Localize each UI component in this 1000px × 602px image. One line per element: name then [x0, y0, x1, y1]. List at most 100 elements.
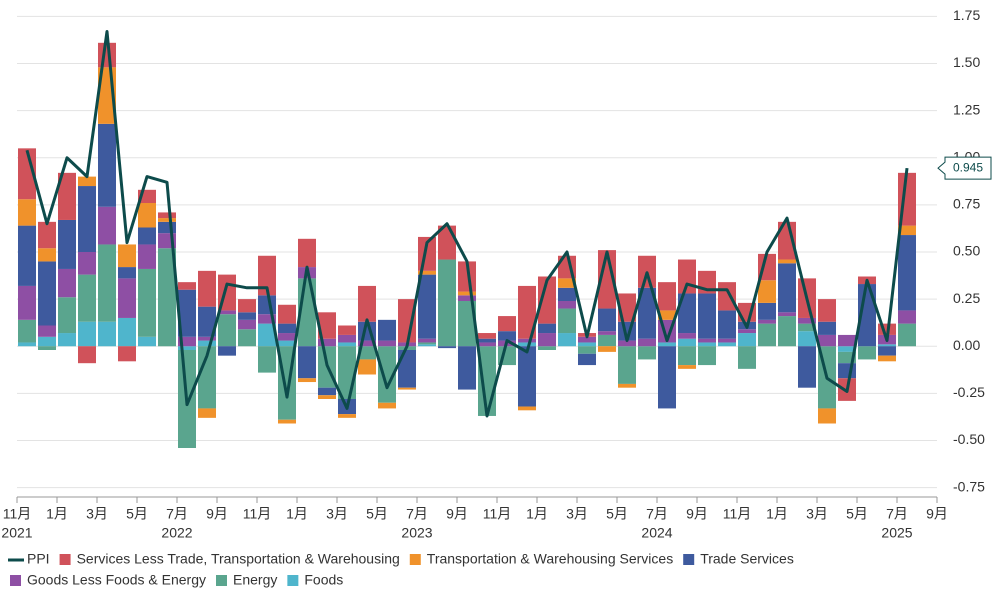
bar-segment: [378, 402, 396, 409]
bar-segment: [878, 355, 896, 362]
bar-segment: [58, 268, 76, 298]
bar-segment: [718, 310, 736, 339]
bar-segment: [418, 344, 436, 347]
bar-segment: [138, 203, 156, 228]
bar-segment: [598, 334, 616, 347]
bar-segment: [778, 263, 796, 313]
bar-segment: [898, 235, 916, 311]
bar-segment: [418, 338, 436, 343]
bar-segment: [238, 299, 256, 313]
x-year-label: 2022: [161, 525, 192, 541]
bar-segment: [338, 342, 356, 347]
bar-segment: [178, 289, 196, 337]
y-tick-label: 1.50: [953, 54, 980, 70]
bar-segment: [818, 408, 836, 424]
bar-segment: [518, 338, 536, 343]
bar-segment: [318, 387, 336, 396]
bar-segment: [558, 308, 576, 334]
x-tick-label: 7月: [886, 506, 908, 522]
bar-segment: [298, 346, 316, 379]
bar-segment: [458, 291, 476, 296]
bar-segment: [858, 346, 876, 360]
bar-segment: [278, 333, 296, 341]
bar-segment: [198, 340, 216, 347]
bar-segment: [598, 308, 616, 332]
x-tick-label: 11月: [243, 506, 272, 522]
bar-segment: [278, 304, 296, 324]
bar-segment: [418, 342, 436, 345]
bar-segment: [578, 342, 596, 347]
x-year-label: 2024: [641, 525, 672, 541]
bar-segment: [278, 340, 296, 347]
bar-segment: [378, 346, 396, 403]
bar-segment: [638, 287, 656, 339]
bar-segment: [558, 287, 576, 301]
bar-segment: [458, 301, 476, 347]
legend-item: Transportation & Warehousing Services: [409, 551, 673, 567]
bar-segment: [838, 351, 856, 364]
x-tick-label: 9月: [926, 506, 948, 522]
bar-segment: [698, 346, 716, 366]
bar-segment: [418, 274, 436, 339]
bar-segment: [738, 333, 756, 347]
bar-segment: [138, 268, 156, 337]
bar-segment: [778, 316, 796, 347]
bar-segment: [638, 346, 656, 360]
legend-item: Energy: [216, 572, 277, 588]
legend-swatch: [683, 554, 695, 565]
bar-segment: [338, 325, 356, 335]
x-tick-label: 11月: [483, 506, 512, 522]
bar-segment: [578, 336, 596, 343]
bar-segment: [338, 334, 356, 343]
bar-segment: [518, 346, 536, 407]
bar-segment: [718, 342, 736, 347]
bar-segment: [758, 280, 776, 303]
bar-segment: [838, 363, 856, 379]
legend-item: Trade Services: [683, 551, 794, 567]
bar-segment: [598, 331, 616, 335]
bar-segment: [98, 244, 116, 322]
ppi-line: [25, 30, 909, 418]
bar-segment: [758, 319, 776, 324]
bar-segment: [658, 346, 676, 409]
legend-label: PPI: [27, 551, 50, 567]
x-tick-label: 3月: [86, 506, 108, 522]
bar-segment: [518, 285, 536, 339]
bar-segment: [478, 333, 496, 339]
value-callout-box: [937, 156, 992, 180]
bar-segment: [78, 321, 96, 347]
bar-segment: [678, 338, 696, 347]
x-tick-label: 1月: [526, 506, 548, 522]
bar-segment: [638, 338, 656, 347]
bar-segment: [178, 282, 196, 290]
x-tick-label: 9月: [686, 506, 708, 522]
bar-segment: [598, 346, 616, 352]
bar-segment: [278, 323, 296, 334]
bar-segment: [138, 227, 156, 245]
bar-segment: [58, 219, 76, 269]
bar-segment: [158, 221, 176, 234]
bar-segment: [338, 346, 356, 399]
bar-segment: [838, 346, 856, 352]
bar-segment: [778, 312, 796, 317]
bar-segment: [98, 321, 116, 347]
bar-segment: [178, 336, 196, 347]
bar-segment: [358, 340, 376, 347]
bar-segment: [38, 221, 56, 249]
bar-segment: [38, 325, 56, 337]
x-tick-label: 11月: [723, 506, 752, 522]
bar-segment: [298, 378, 316, 383]
legend-label: Trade Services: [700, 551, 794, 567]
x-year-label: 2025: [881, 525, 912, 541]
bar-segment: [98, 123, 116, 207]
bar-segment: [238, 319, 256, 330]
bar-segment: [538, 323, 556, 334]
x-tick-label: 1月: [46, 506, 68, 522]
bar-segment: [418, 270, 436, 275]
bar-segment: [118, 317, 136, 347]
x-tick-label: 7月: [646, 506, 668, 522]
bar-segment: [458, 295, 476, 301]
bar-segment: [118, 267, 136, 279]
bar-segment: [158, 212, 176, 219]
